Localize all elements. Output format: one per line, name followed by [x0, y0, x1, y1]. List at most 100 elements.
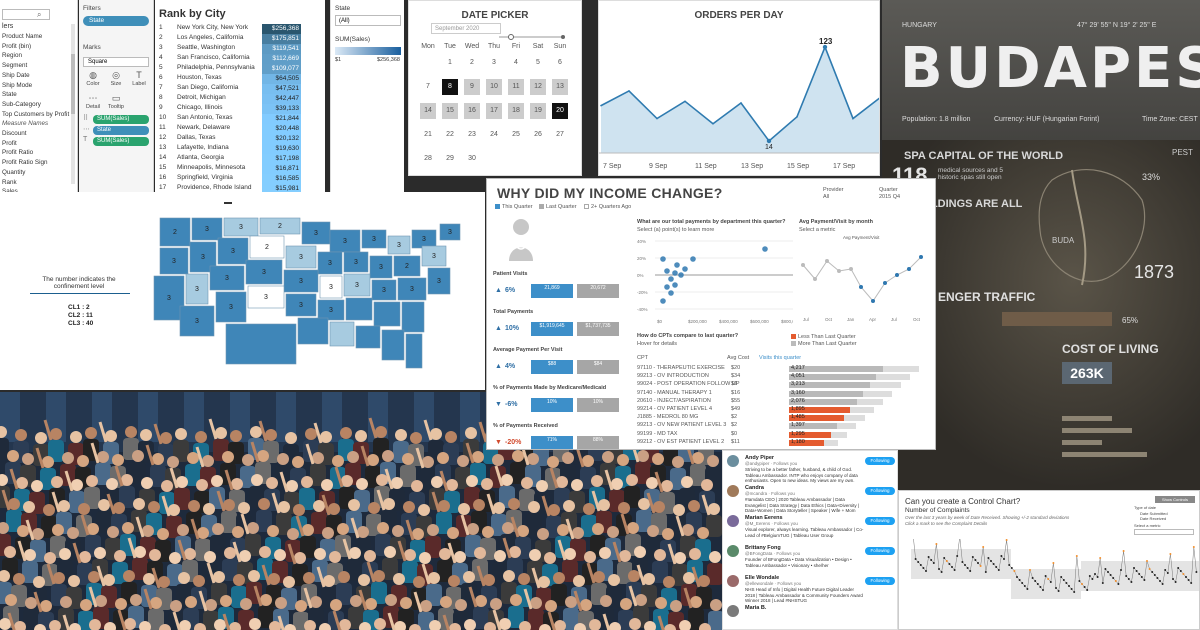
calendar-day[interactable]: 27	[556, 131, 564, 138]
rank-row[interactable]: 11 Newark, Delaware $20,448	[159, 124, 321, 134]
calendar-day[interactable]: 5	[536, 59, 540, 66]
rank-row[interactable]: 6 Houston, Texas $64,505	[159, 74, 321, 84]
calendar-day[interactable]: 14	[420, 103, 436, 119]
measure-item[interactable]: Quantity	[2, 168, 26, 176]
cpt-bar[interactable]	[789, 439, 824, 446]
tooltip-button[interactable]: ▭ Tooltip	[106, 93, 126, 113]
month-select[interactable]: September 2020	[431, 23, 501, 34]
mark-pill-sum-sales[interactable]: SUM(Sales)	[93, 115, 149, 124]
rank-row[interactable]: 10 San Antonio, Texas $21,844	[159, 114, 321, 124]
calendar-day[interactable]: 23	[468, 131, 476, 138]
calendar-day[interactable]: 8	[442, 79, 458, 95]
mark-pill-sum-sales-label[interactable]: SUM(Sales)	[93, 137, 149, 146]
metric-dropdown[interactable]	[1134, 529, 1194, 535]
calendar-day[interactable]: 17	[486, 103, 502, 119]
date-submitted-radio[interactable]: Date Submitted	[1140, 511, 1168, 516]
rank-row[interactable]: 5 Philadelphia, Pennsylvania $109,077	[159, 64, 321, 74]
measure-item[interactable]: Discount	[2, 130, 27, 137]
field-item[interactable]: Profit (bin)	[2, 42, 32, 50]
calendar-day[interactable]: 29	[446, 155, 454, 162]
provider-select[interactable]: All	[823, 194, 830, 200]
calendar-day[interactable]: 1	[448, 59, 452, 66]
calendar-day[interactable]: 4	[514, 59, 518, 66]
following-button[interactable]: Following	[865, 517, 895, 525]
cpt-bar[interactable]	[789, 423, 837, 430]
following-button[interactable]: Following	[865, 487, 895, 495]
filter-pill-state[interactable]: State	[83, 16, 149, 26]
measure-item[interactable]: Rank	[2, 178, 17, 186]
following-button[interactable]: Following	[865, 457, 895, 465]
calendar-day[interactable]: 16	[464, 103, 480, 119]
calendar-day[interactable]: 20	[552, 103, 568, 119]
user-name[interactable]: Candra	[745, 485, 764, 491]
calendar-day[interactable]: 30	[468, 155, 476, 162]
twitter-user[interactable]: Maria B.	[727, 605, 895, 629]
rank-row[interactable]: 7 San Diego, California $47,521	[159, 84, 321, 94]
rank-row[interactable]: 15 Minneapolis, Minnesota $16,871	[159, 164, 321, 174]
month-slider[interactable]	[497, 33, 567, 41]
quarter-select[interactable]: 2015 Q4	[879, 194, 901, 200]
mark-type-select[interactable]: Square	[83, 57, 149, 67]
rank-row[interactable]: 9 Chicago, Illinois $39,133	[159, 104, 321, 114]
calendar-day[interactable]: 9	[464, 79, 480, 95]
control-link[interactable]: Click a mark to see the Complaint Detail…	[905, 521, 988, 526]
cpt-bar[interactable]	[789, 431, 831, 438]
calendar-day[interactable]: 7	[426, 83, 430, 90]
measure-item[interactable]: Profit Ratio	[2, 149, 34, 157]
rank-row[interactable]: 13 Lafayette, Indiana $19,630	[159, 144, 321, 154]
twitter-user[interactable]: Brittany Fong @BFongData · Follows you Fou…	[727, 545, 895, 573]
field-item[interactable]: State	[2, 91, 17, 99]
calendar-day[interactable]: 6	[558, 59, 562, 66]
field-item[interactable]: Sub-Category	[2, 100, 41, 108]
twitter-user[interactable]: Andy Piper @andypiper · Follows you Strivi…	[727, 455, 895, 483]
rank-row[interactable]: 4 San Francisco, California $112,669	[159, 54, 321, 64]
rank-row[interactable]: 8 Detroit, Michigan $42,447	[159, 94, 321, 104]
cpt-bar[interactable]	[789, 415, 844, 422]
calendar-day[interactable]: 2	[470, 59, 474, 66]
field-item[interactable]: Segment	[2, 62, 28, 70]
detail-button[interactable]: ⋯ Detail	[83, 93, 103, 113]
label-button[interactable]: T Label	[129, 70, 149, 90]
calendar-day[interactable]: 26	[534, 131, 542, 138]
twitter-user[interactable]: Candra @mcandra · Follows you #Iamdata CEO…	[727, 485, 895, 513]
calendar-day[interactable]: 18	[508, 103, 524, 119]
show-controls-button[interactable]: Show Controls	[1155, 496, 1195, 503]
field-item[interactable]: Product Name	[2, 33, 43, 40]
us-choropleth-map[interactable]: 2 3 3 2 3 3 3 3 3 3 3 3 3 2 3 3 3 3 2 3 3 3 3 3 3 3 3 3 3 3 3 3 3 3 3	[140, 210, 485, 390]
user-name[interactable]: Maria B.	[745, 605, 767, 611]
size-button[interactable]: ◎ Size	[106, 70, 126, 90]
calendar-day[interactable]: 15	[442, 103, 458, 119]
measure-item[interactable]: Sales	[2, 188, 18, 192]
calendar-day[interactable]: 28	[424, 155, 432, 162]
calendar-day[interactable]: 12	[530, 79, 546, 95]
calendar-day[interactable]: 3	[492, 59, 496, 66]
rank-row[interactable]: 14 Atlanta, Georgia $17,198	[159, 154, 321, 164]
calendar-day[interactable]: 25	[512, 131, 520, 138]
cpt-bar[interactable]	[789, 382, 870, 389]
rank-row[interactable]: 17 Providence, Rhode Island $15,981	[159, 184, 321, 192]
rank-row[interactable]: 3 Seattle, Washington $119,541	[159, 44, 321, 54]
cpt-bar[interactable]	[789, 366, 883, 372]
calendar-day[interactable]: 22	[446, 131, 454, 138]
field-item[interactable]: Ship Date	[2, 71, 30, 79]
calendar-day[interactable]: 13	[552, 79, 568, 95]
avg-payment-line[interactable]: Avg Payment/Visit Jul Oct Jan Apr Jul Oct	[799, 235, 929, 325]
user-name[interactable]: Brittany Fong	[745, 545, 781, 551]
cpt-bar[interactable]	[789, 407, 850, 413]
cpt-bar[interactable]	[789, 374, 876, 381]
field-item[interactable]: Region	[2, 52, 22, 60]
field-item[interactable]: Ship Mode	[2, 81, 33, 89]
user-name[interactable]: Marian Eerens	[745, 515, 783, 521]
calendar-day[interactable]: 19	[530, 103, 546, 119]
rank-row[interactable]: 2 Los Angeles, California $175,851	[159, 34, 321, 44]
calendar-day[interactable]: 24	[490, 131, 498, 138]
twitter-user[interactable]: Marian Eerens @M_Eerens · Follows you Visu…	[727, 515, 895, 543]
calendar-day[interactable]: 21	[424, 131, 432, 138]
rank-row[interactable]: 12 Dallas, Texas $20,132	[159, 134, 321, 144]
date-received-radio[interactable]: Date Received	[1140, 516, 1167, 521]
user-name[interactable]: Elle Wondale	[745, 575, 780, 581]
following-button[interactable]: Following	[865, 547, 895, 555]
fields-scrollbar[interactable]	[71, 24, 75, 184]
cpt-bar[interactable]	[789, 398, 857, 405]
calendar-day[interactable]: 10	[486, 79, 502, 95]
